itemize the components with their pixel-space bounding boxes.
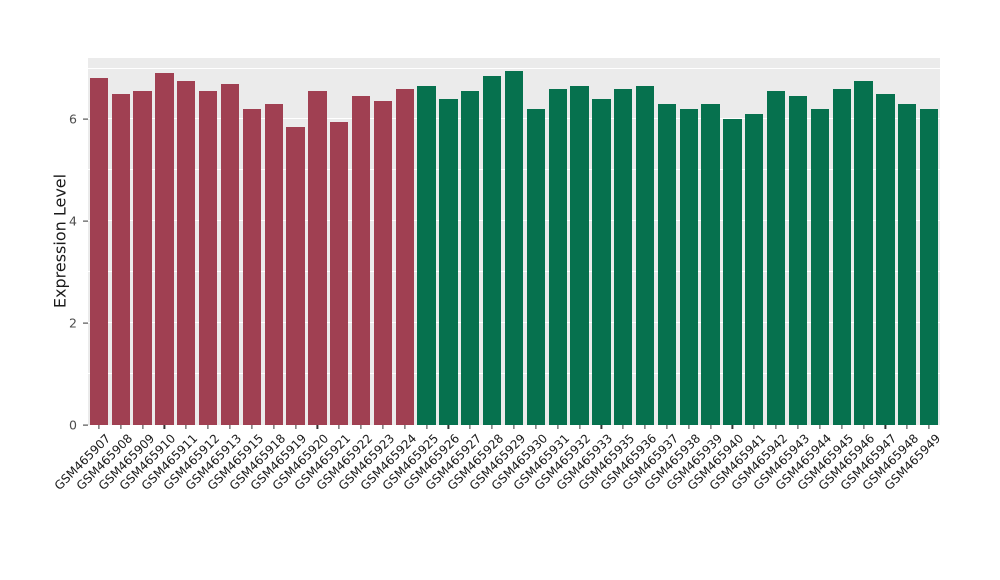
x-tick-mark — [862, 425, 865, 429]
x-tick-mark — [622, 425, 624, 429]
x-tick-mark — [491, 425, 493, 429]
bar-GSM465911 — [177, 80, 196, 425]
bar-GSM465920 — [308, 91, 327, 425]
bar-GSM465943 — [788, 96, 808, 425]
bar-GSM465945 — [832, 88, 851, 425]
y-tick-label: 2 — [69, 314, 77, 330]
plot-panel — [88, 58, 940, 425]
bar-GSM465931 — [548, 88, 567, 425]
x-tick-mark — [775, 425, 777, 429]
minor-gridline — [88, 67, 940, 69]
bar-GSM465930 — [526, 108, 545, 425]
bar-GSM465919 — [286, 126, 305, 425]
bar-GSM465946 — [854, 80, 873, 425]
bar-GSM465912 — [198, 91, 218, 425]
x-tick-mark — [447, 425, 450, 429]
bar-GSM465937 — [657, 103, 677, 425]
x-tick-mark — [666, 425, 668, 429]
x-tick-mark — [557, 425, 559, 429]
y-tick-label: 4 — [69, 212, 77, 228]
x-tick-mark — [600, 425, 602, 429]
x-tick-mark — [928, 425, 930, 429]
bar-GSM465929 — [504, 70, 524, 425]
x-tick-mark — [469, 425, 471, 429]
x-tick-mark — [426, 425, 428, 429]
x-tick-mark — [710, 425, 712, 429]
y-tick-mark — [83, 220, 88, 222]
bar-GSM465915 — [242, 108, 261, 425]
x-tick-mark — [513, 425, 515, 429]
x-tick-mark — [404, 425, 406, 429]
x-tick-mark — [120, 425, 122, 429]
x-tick-mark — [360, 425, 362, 429]
bar-GSM465910 — [155, 73, 174, 425]
bar-GSM465909 — [133, 91, 152, 425]
x-tick-mark — [578, 425, 581, 429]
bar-GSM465922 — [351, 96, 371, 425]
y-tick-label: 6 — [69, 110, 77, 126]
x-tick-mark — [142, 425, 144, 429]
bar-GSM465921 — [330, 121, 349, 425]
bar-GSM465936 — [635, 86, 655, 425]
bar-GSM465928 — [482, 75, 502, 425]
x-tick-mark — [382, 425, 384, 429]
bar-GSM465948 — [898, 103, 917, 425]
y-tick-mark — [83, 322, 88, 324]
bar-GSM465924 — [395, 88, 414, 425]
bar-GSM465933 — [592, 98, 611, 425]
x-tick-mark — [731, 425, 734, 429]
x-tick-mark — [644, 425, 646, 429]
x-tick-mark — [251, 425, 253, 429]
y-tick-label: 0 — [69, 416, 77, 432]
x-tick-mark — [229, 425, 231, 429]
bar-GSM465925 — [417, 86, 436, 425]
y-axis: 0 2 4 6 — [0, 58, 88, 430]
y-tick-mark — [83, 424, 88, 426]
x-tick-mark — [884, 425, 886, 429]
bar-GSM465947 — [876, 93, 895, 425]
bar-GSM465942 — [766, 91, 786, 425]
x-tick-mark — [316, 425, 318, 429]
bar-GSM465926 — [439, 98, 458, 425]
bar-GSM465932 — [570, 86, 589, 425]
x-tick-mark — [207, 425, 209, 429]
bar-GSM465908 — [111, 93, 130, 425]
bar-GSM465918 — [264, 103, 283, 425]
bar-GSM465941 — [745, 114, 764, 425]
x-tick-mark — [338, 425, 340, 429]
x-tick-mark — [688, 425, 690, 429]
x-tick-mark — [185, 425, 187, 429]
bar-GSM465907 — [89, 78, 109, 425]
x-tick-mark — [294, 425, 297, 429]
bar-GSM465940 — [723, 119, 742, 425]
x-tick-mark — [841, 425, 843, 429]
bar-GSM465935 — [614, 88, 633, 425]
x-axis: GSM465907 GSM465908 GSM465909 GSM465910 GSM4… — [52, 425, 943, 565]
bar-GSM465939 — [701, 103, 720, 425]
x-tick-mark — [273, 425, 275, 429]
bar-GSM465944 — [810, 108, 829, 425]
y-tick-mark — [83, 118, 88, 120]
bar-GSM465923 — [373, 101, 393, 425]
bar-GSM465927 — [461, 91, 480, 425]
x-tick-mark — [819, 425, 821, 429]
x-tick-mark — [163, 425, 166, 429]
x-tick-mark — [797, 425, 799, 429]
x-tick-mark — [535, 425, 537, 429]
x-tick-mark — [753, 425, 755, 429]
x-tick-mark — [906, 425, 908, 429]
bar-GSM465913 — [220, 83, 240, 425]
x-tick-mark — [98, 425, 100, 429]
bar-GSM465949 — [919, 108, 939, 425]
bar-GSM465938 — [679, 108, 698, 425]
